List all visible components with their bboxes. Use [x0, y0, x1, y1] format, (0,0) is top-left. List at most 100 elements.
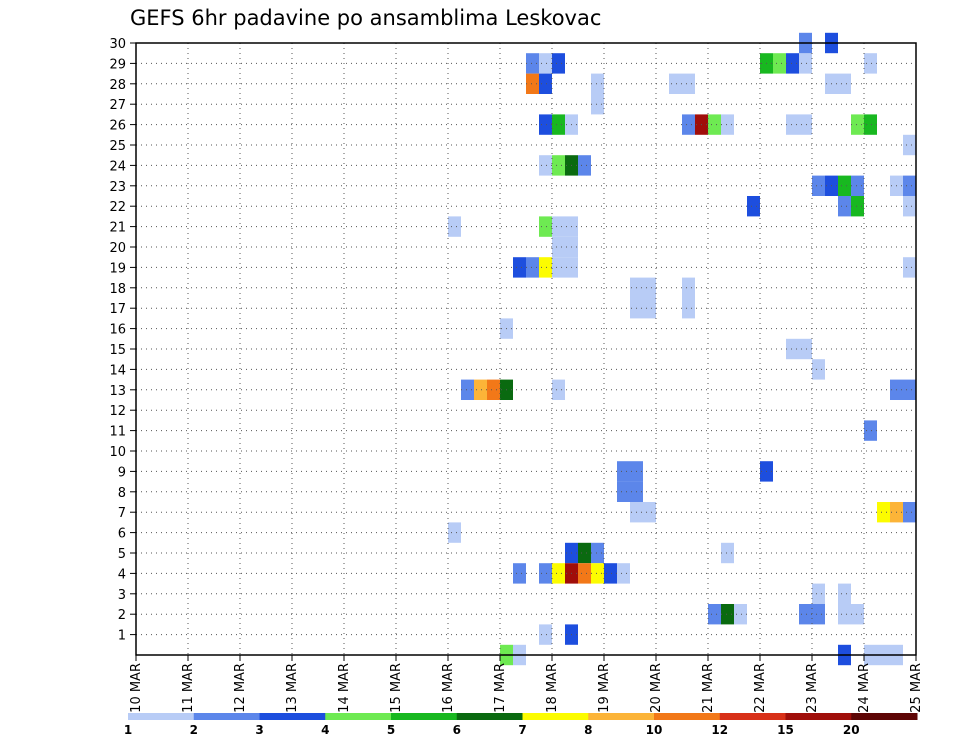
- heatmap-cell: [903, 379, 916, 400]
- grid-layer: [136, 43, 916, 655]
- legend-swatch: [719, 713, 786, 720]
- y-tick-label: 21: [109, 221, 126, 236]
- y-tick-label: 29: [109, 57, 126, 72]
- x-tick-label: 19 MAR: [597, 663, 612, 713]
- heatmap-cell: [578, 563, 591, 584]
- heatmap-cell: [539, 53, 552, 74]
- heatmap-cell: [552, 379, 565, 400]
- heatmap-cell: [539, 257, 552, 278]
- legend-label: 10: [646, 723, 663, 737]
- y-tick-label: 27: [109, 98, 126, 113]
- heatmap-cell: [838, 196, 851, 217]
- legend-swatch: [522, 713, 589, 720]
- y-tick-label: 28: [109, 78, 126, 93]
- heatmap-cell: [578, 155, 591, 176]
- heatmap-cell: [786, 114, 799, 135]
- y-tick-label: 14: [109, 363, 126, 378]
- heatmap-cell: [669, 73, 682, 94]
- legend-swatch: [259, 713, 326, 720]
- heatmap-cell: [903, 134, 916, 156]
- legend-label: 5: [387, 723, 395, 737]
- heatmap-cell: [721, 542, 734, 564]
- y-tick-label: 2: [118, 608, 126, 623]
- heatmap-cell: [812, 359, 825, 380]
- y-axis: 1234567891011121314151617181920212223242…: [109, 37, 136, 644]
- heatmap-cell: [682, 114, 695, 135]
- x-tick-label: 10 MAR: [129, 663, 144, 713]
- y-tick-label: 15: [109, 343, 126, 358]
- y-tick-label: 19: [109, 261, 126, 276]
- heatmap-cell: [812, 604, 825, 625]
- y-tick-label: 16: [109, 323, 126, 338]
- heatmap-cell: [552, 257, 565, 278]
- heatmap-cell: [864, 53, 877, 74]
- legend-swatch: [785, 713, 852, 720]
- heatmap-cell: [903, 257, 916, 278]
- heatmap-cell: [838, 604, 851, 625]
- heatmap-cell: [864, 114, 877, 135]
- heatmap-cell: [617, 461, 630, 482]
- legend-label: 1: [124, 723, 132, 737]
- y-tick-label: 5: [118, 547, 126, 562]
- x-tick-label: 18 MAR: [545, 663, 560, 713]
- y-tick-label: 18: [109, 282, 126, 297]
- cells-layer: [448, 32, 916, 666]
- heatmap-cell: [877, 502, 890, 523]
- heatmap-cell: [708, 604, 721, 625]
- legend-label: 15: [777, 723, 794, 737]
- heatmap-cell: [851, 196, 864, 217]
- heatmap-cell: [643, 298, 656, 319]
- heatmap-cell: [539, 114, 552, 135]
- heatmap-cell: [838, 583, 851, 604]
- y-tick-label: 4: [118, 567, 126, 582]
- heatmap-cell: [786, 53, 799, 74]
- heatmap-cell: [539, 155, 552, 176]
- heatmap-cell: [578, 542, 591, 564]
- heatmap-cell: [747, 196, 760, 217]
- heatmap-cell: [812, 175, 825, 196]
- heatmap-cell: [552, 114, 565, 135]
- y-tick-label: 13: [109, 384, 126, 399]
- y-tick-label: 23: [109, 180, 126, 195]
- heatmap-cell: [786, 338, 799, 360]
- x-tick-label: 14 MAR: [337, 663, 352, 713]
- legend-label: 3: [255, 723, 263, 737]
- y-tick-label: 10: [109, 445, 126, 460]
- heatmap-cell: [617, 481, 630, 502]
- heatmap-cell: [552, 563, 565, 584]
- heatmap-cell: [526, 257, 539, 278]
- heatmap-cell: [591, 563, 604, 584]
- y-tick-label: 17: [109, 302, 126, 317]
- heatmap-cell: [838, 73, 851, 94]
- heatmap-cell: [708, 114, 721, 135]
- color-legend: 1 2 3 4 5 6 7 8 10 12 15 20: [124, 713, 918, 737]
- y-tick-label: 6: [118, 527, 126, 542]
- heatmap-cell: [487, 379, 500, 400]
- heatmap-cell: [552, 155, 565, 176]
- y-tick-label: 11: [109, 425, 126, 440]
- legend-label: 2: [190, 723, 198, 737]
- heatmap-cell: [851, 175, 864, 196]
- legend-swatch: [588, 713, 655, 720]
- heatmap-cell: [526, 53, 539, 74]
- heatmap-cell: [903, 502, 916, 523]
- y-tick-label: 3: [118, 588, 126, 603]
- legend-swatch: [128, 713, 195, 720]
- heatmap-cell: [643, 502, 656, 523]
- heatmap-cell: [474, 379, 487, 400]
- y-tick-label: 12: [109, 404, 126, 419]
- y-tick-label: 26: [109, 119, 126, 134]
- heatmap-cell: [812, 583, 825, 604]
- legend-label: 6: [453, 723, 461, 737]
- legend-swatch: [391, 713, 458, 720]
- heatmap-cell: [799, 53, 812, 74]
- heatmap-cell: [799, 604, 812, 625]
- x-tick-label: 16 MAR: [441, 663, 456, 713]
- legend-label: 7: [518, 723, 526, 737]
- x-tick-label: 17 MAR: [493, 663, 508, 713]
- legend-swatch: [456, 713, 523, 720]
- y-tick-label: 1: [118, 629, 126, 644]
- heatmap-cell: [539, 624, 552, 645]
- heatmap-cell: [851, 114, 864, 135]
